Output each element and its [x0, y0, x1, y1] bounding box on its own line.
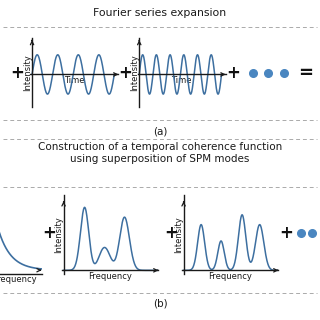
Text: +: + — [279, 224, 293, 242]
X-axis label: Time: Time — [64, 76, 85, 85]
Text: +: + — [43, 224, 57, 242]
X-axis label: Time: Time — [171, 76, 192, 85]
Text: =: = — [298, 64, 313, 82]
Text: +: + — [118, 64, 132, 82]
Y-axis label: Intensity: Intensity — [175, 216, 184, 253]
Y-axis label: Intensity: Intensity — [130, 54, 139, 91]
Text: (a): (a) — [153, 126, 167, 136]
X-axis label: requency: requency — [0, 275, 36, 284]
Text: +: + — [227, 64, 241, 82]
Y-axis label: Intensity: Intensity — [55, 216, 64, 253]
Text: Construction of a temporal coherence function
using superposition of SPM modes: Construction of a temporal coherence fun… — [38, 142, 282, 164]
Text: (b): (b) — [153, 298, 167, 308]
X-axis label: Frequency: Frequency — [88, 272, 132, 281]
X-axis label: Frequency: Frequency — [208, 272, 252, 281]
Y-axis label: Intensity: Intensity — [23, 54, 32, 91]
Text: +: + — [164, 224, 178, 242]
Text: +: + — [11, 64, 25, 82]
Text: Fourier series expansion: Fourier series expansion — [93, 8, 227, 18]
